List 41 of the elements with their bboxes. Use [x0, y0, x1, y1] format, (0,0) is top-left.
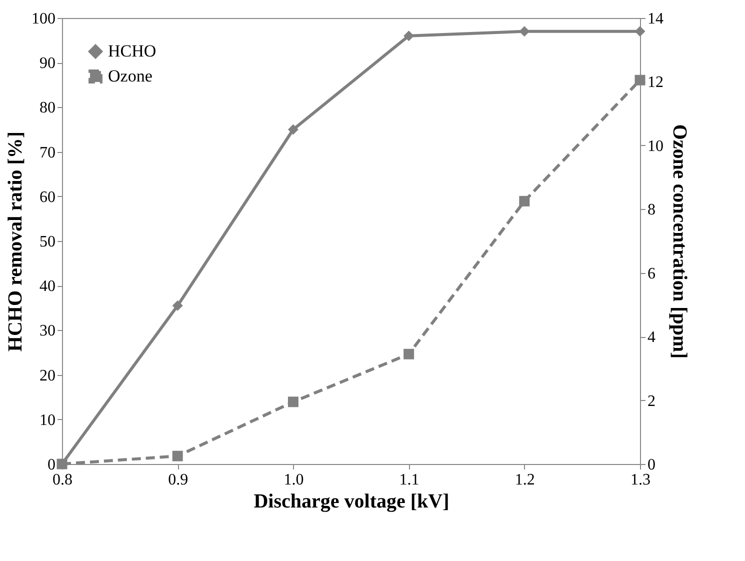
point	[172, 300, 183, 311]
legend-label: HCHO	[108, 42, 156, 60]
x-tick-label: 1.0	[284, 472, 304, 488]
y-tick-label: 90	[40, 55, 56, 72]
y2-tick-label: 8	[648, 202, 656, 219]
point	[172, 450, 183, 462]
x-tick-label: 1.2	[514, 472, 535, 488]
y-tick-label: 70	[40, 144, 56, 162]
y2-tick-label: 10	[648, 138, 664, 155]
x-tick-label: 0.8	[52, 472, 72, 488]
point	[288, 124, 298, 135]
y2-tick-label: 12	[648, 74, 664, 92]
y-tick-label: 0	[48, 456, 56, 474]
point	[404, 30, 414, 42]
y-tick-label: 30	[40, 322, 56, 340]
y-tick-label: 20	[40, 367, 56, 384]
x-tick-label: 1.3	[630, 472, 650, 488]
y-tick-label: 10	[40, 412, 56, 429]
point	[634, 26, 646, 37]
legend-label: Ozone	[108, 66, 152, 86]
y-tick-label: 50	[40, 234, 56, 250]
y-tick-label: 80	[40, 100, 56, 117]
point	[56, 458, 68, 470]
y-tick-label: 100	[32, 10, 56, 28]
x-axis-title: Discharge voltage [kV]	[254, 490, 450, 512]
y-tick-label: 40	[40, 278, 56, 296]
x-tick-label: 0.9	[168, 472, 188, 488]
y2-tick-label: 0	[648, 456, 656, 474]
point	[519, 26, 530, 37]
x-tick-label: 1.1	[399, 472, 420, 488]
y-tick-label: 60	[40, 188, 56, 206]
y2-tick-label: 14	[648, 10, 664, 28]
y2-tick-label: 4	[648, 329, 656, 346]
y-axis-title: HCHO removal ratio [%]	[4, 131, 26, 352]
point	[404, 348, 414, 360]
y2-axis-title: Ozone concentration [ppm]	[668, 124, 690, 359]
point	[519, 196, 530, 206]
y2-tick-label: 2	[648, 392, 656, 410]
point	[288, 396, 298, 408]
point	[634, 74, 646, 86]
y2-tick-label: 6	[648, 265, 656, 282]
